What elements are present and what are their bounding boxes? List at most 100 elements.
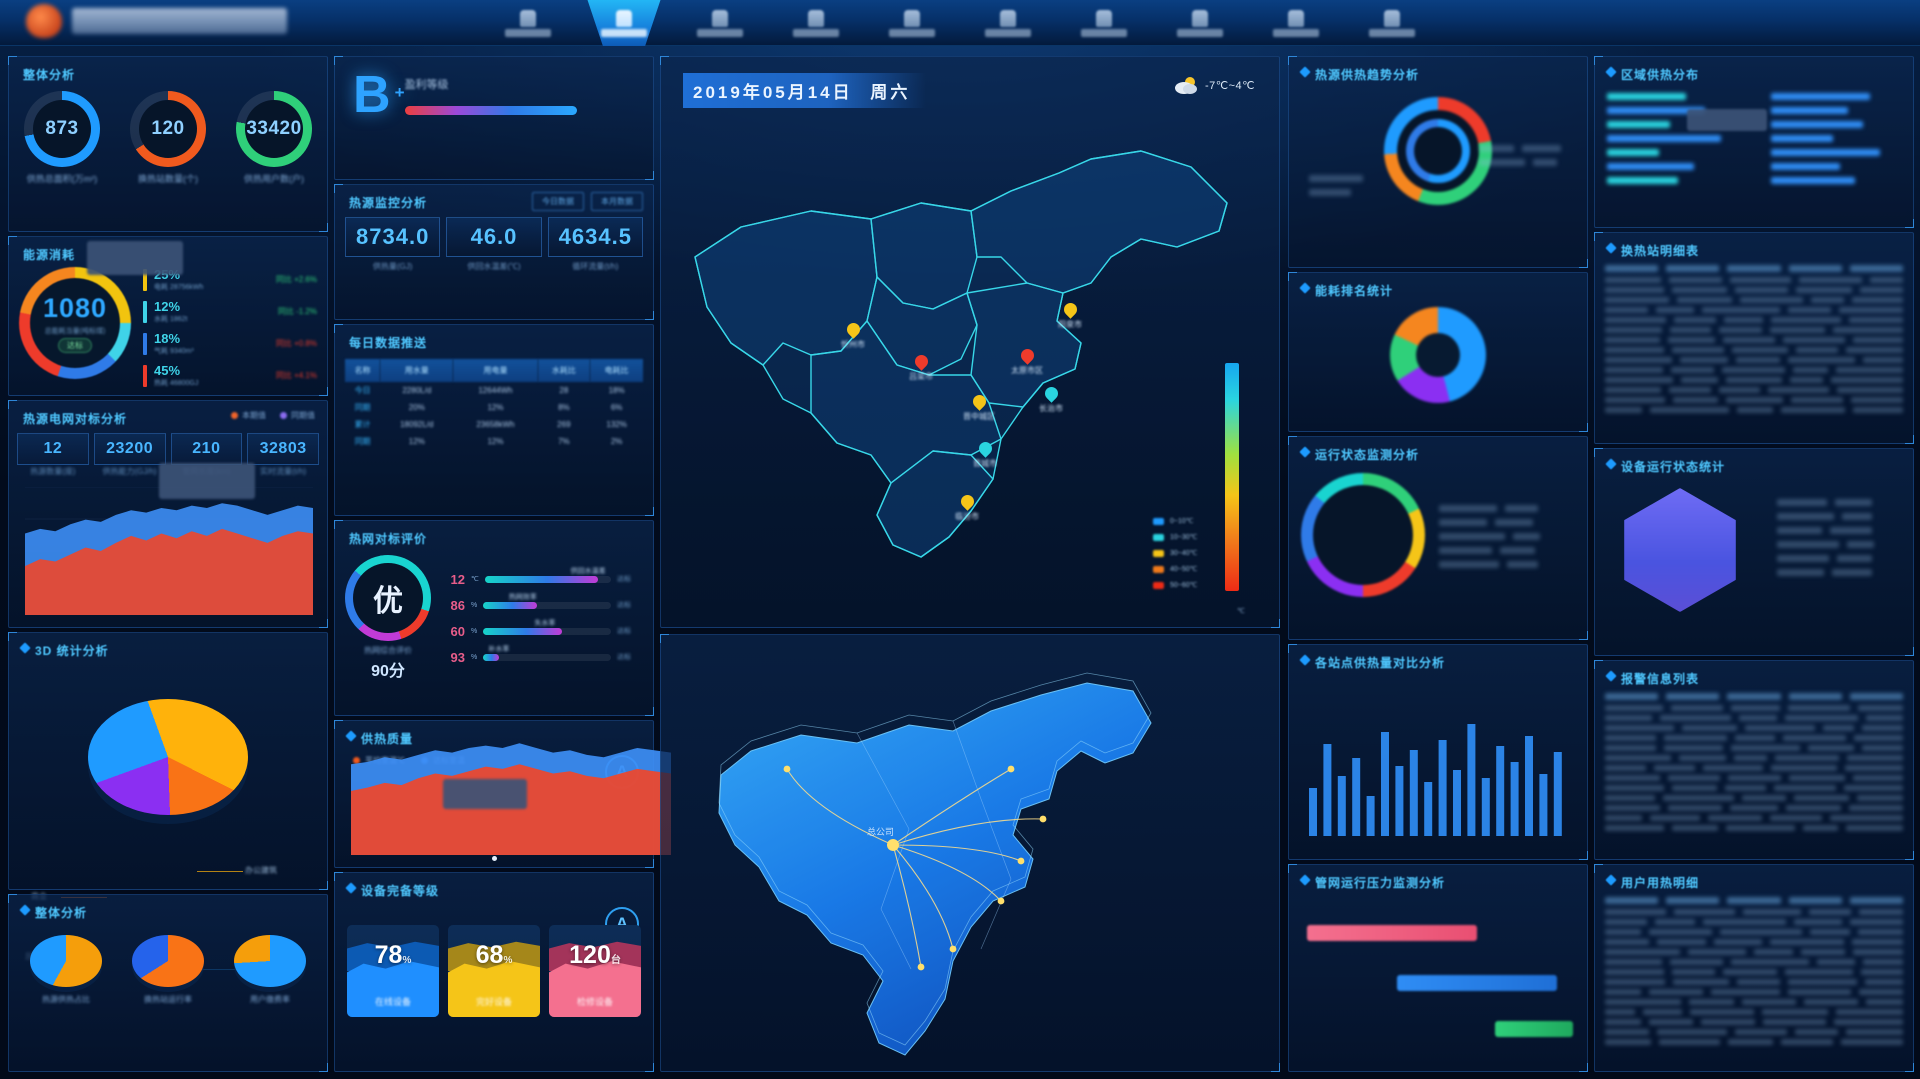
carousel-dots[interactable]: [335, 856, 653, 861]
eval-track: 补水率: [483, 654, 611, 661]
table-row: [1605, 969, 1903, 975]
map-marker[interactable]: 阳泉市: [1058, 303, 1082, 330]
table-cell: 8%: [538, 399, 591, 416]
province-map-3d[interactable]: 总公司: [681, 649, 1261, 1059]
metric-box: 8734.0: [345, 217, 440, 257]
table-cell: [1845, 765, 1903, 771]
table-cell: [1654, 765, 1696, 771]
nav-item-4[interactable]: 换热站点: [864, 0, 960, 46]
legend-text: 12% 水耗 1862t: [154, 299, 187, 324]
stat-value: 23200: [106, 440, 153, 458]
legend-delta: 同比 +0.8%: [276, 338, 317, 349]
table-cell: [1605, 735, 1656, 741]
table-row: [1605, 785, 1903, 791]
table-cell: [1770, 815, 1822, 821]
table-row: [1605, 1019, 1903, 1025]
table-row: [1605, 297, 1903, 303]
table-cell: [1672, 785, 1717, 791]
map-marker[interactable]: 晋中城区: [963, 395, 995, 422]
panel-title-text: 管网运行压力监测分析: [1315, 876, 1445, 890]
nav-item-3[interactable]: 热源管理: [768, 0, 864, 46]
legend-desc: 电耗 28756kWh: [154, 282, 203, 292]
table-cell: [1719, 387, 1760, 393]
map-marker[interactable]: 吕梁市: [909, 355, 933, 382]
legend-color: [143, 365, 147, 387]
score-ring: 优: [345, 555, 431, 641]
table-cell: [1863, 357, 1903, 363]
pie-chart-3d: [88, 699, 248, 815]
app-logo[interactable]: [26, 4, 287, 38]
table-cell: 18092L/d: [380, 416, 453, 433]
nav-item-6[interactable]: 运行调度: [1056, 0, 1152, 46]
map-marker[interactable]: 太原市区: [1011, 349, 1043, 376]
eval-label: 补水率: [488, 644, 509, 654]
nav-item-7[interactable]: 设备管理: [1152, 0, 1248, 46]
table-cell: [1605, 327, 1662, 333]
table-cell: [1728, 775, 1781, 781]
eval-fill: [483, 628, 562, 635]
bar: [1381, 732, 1389, 836]
chart-tooltip: [1687, 109, 1767, 131]
table-cell: [1605, 989, 1641, 995]
panel-overall-analysis-2: 整体分析 热源供热占比 换热站运行率 用户缴费率: [8, 894, 328, 1072]
nav-item-label: 换热站点: [889, 29, 935, 37]
nav-item-8[interactable]: 报警: [1248, 0, 1344, 46]
panel-map-flow[interactable]: 总公司: [660, 634, 1280, 1072]
table-header: [1666, 265, 1719, 272]
metric-value: 68%: [448, 941, 540, 970]
evaluation-row: 86% 热网效率 达标: [443, 598, 643, 613]
panel-title: 报警信息列表: [1595, 661, 1913, 687]
table-cell: [1861, 969, 1903, 975]
panel-map-temperature[interactable]: 2019年05月14日 周六 -7℃~4℃ 吕梁市 忻州市 阳泉: [660, 56, 1280, 628]
logo-icon: [26, 4, 62, 38]
eval-fill: [483, 602, 537, 609]
table-row: [1605, 999, 1903, 1005]
person-icon: [1000, 10, 1016, 27]
table-cell: [1682, 725, 1736, 731]
person-icon: [520, 10, 536, 27]
map-marker[interactable]: 长治市: [1039, 387, 1063, 414]
legend-dot: [280, 412, 287, 419]
table-cell: [1853, 407, 1903, 413]
nav-item-0[interactable]: 能耗分析: [480, 0, 576, 46]
table-cell: [1799, 277, 1862, 283]
table-cell: 累计: [345, 416, 380, 433]
ring-value: 33420: [245, 100, 303, 158]
gauge-value: 1080: [43, 293, 107, 324]
map-pin-icon: [912, 352, 930, 370]
table-cell: [1735, 287, 1787, 293]
map-marker-label: 临汾市: [955, 511, 979, 522]
nav-item-2[interactable]: 管网监测: [672, 0, 768, 46]
eval-track: 失水率: [483, 628, 611, 635]
panel-button[interactable]: 本月数据: [591, 192, 643, 211]
table-cell: [1860, 287, 1903, 293]
nav-item-5[interactable]: 用户服务: [960, 0, 1056, 46]
table-header: 用电量: [453, 359, 537, 382]
map-center-label: 总公司: [867, 826, 894, 837]
metric-caption: 循环流量(t/h): [548, 261, 643, 272]
metric-label: 检修设备: [549, 995, 641, 1008]
mini-pie-chart: [132, 935, 204, 987]
nav-item-9[interactable]: 系统设置: [1344, 0, 1440, 46]
table-cell: [1669, 387, 1711, 393]
table-cell: [1854, 735, 1903, 741]
stat-caption: 热源数量(座): [18, 466, 88, 477]
table-header: [1850, 265, 1903, 272]
table-header: [1850, 897, 1903, 904]
table-header-row: [1605, 693, 1903, 700]
table-cell: [1670, 327, 1711, 333]
diamond-icon: [19, 904, 30, 915]
table-cell: [1823, 725, 1854, 731]
map-marker[interactable]: 临汾市: [955, 495, 979, 522]
table-cell: [1857, 795, 1903, 801]
bar: [1323, 744, 1331, 836]
table-cell: [1737, 979, 1781, 985]
nav-item-1[interactable]: 综合监控: [576, 0, 672, 46]
panel-title: 热源供热趋势分析: [1289, 57, 1587, 83]
gauge-status-badge: 达标: [58, 338, 92, 353]
map-marker[interactable]: 忻州市: [841, 323, 865, 350]
diamond-icon: [1605, 874, 1616, 885]
panel-button[interactable]: 今日数据: [532, 192, 584, 211]
map-marker[interactable]: 晋城市: [973, 442, 997, 469]
table-row: [1605, 979, 1903, 985]
